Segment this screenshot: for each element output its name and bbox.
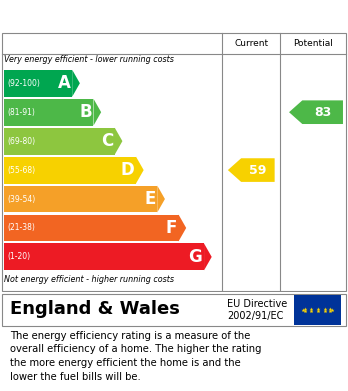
Text: (69-80): (69-80) xyxy=(8,136,36,145)
Text: The energy efficiency rating is a measure of the
overall efficiency of a home. T: The energy efficiency rating is a measur… xyxy=(10,331,262,382)
Text: 2002/91/EC: 2002/91/EC xyxy=(227,311,284,321)
Polygon shape xyxy=(179,215,186,241)
Text: 83: 83 xyxy=(314,106,331,119)
Text: (55-68): (55-68) xyxy=(8,165,36,174)
Text: D: D xyxy=(120,161,134,179)
Text: (21-38): (21-38) xyxy=(8,224,35,233)
Bar xyxy=(4,157,136,183)
Bar xyxy=(294,295,341,325)
Text: (81-91): (81-91) xyxy=(8,108,35,117)
Text: Potential: Potential xyxy=(293,39,333,48)
Bar xyxy=(4,244,204,270)
Text: C: C xyxy=(101,132,113,150)
Bar xyxy=(4,128,115,154)
Text: England & Wales: England & Wales xyxy=(10,300,180,318)
Bar xyxy=(4,215,179,241)
Text: E: E xyxy=(144,190,156,208)
Text: Very energy efficient - lower running costs: Very energy efficient - lower running co… xyxy=(4,55,174,64)
Bar xyxy=(4,186,157,212)
Text: 59: 59 xyxy=(249,163,267,177)
Text: Current: Current xyxy=(234,39,268,48)
Polygon shape xyxy=(228,158,275,182)
Text: Energy Efficiency Rating: Energy Efficiency Rating xyxy=(10,9,232,23)
Polygon shape xyxy=(136,157,144,183)
Text: B: B xyxy=(79,103,92,121)
Polygon shape xyxy=(72,70,80,97)
Bar xyxy=(4,99,94,126)
Polygon shape xyxy=(289,100,343,124)
Text: EU Directive: EU Directive xyxy=(227,299,287,309)
Text: (1-20): (1-20) xyxy=(8,253,31,262)
Polygon shape xyxy=(94,99,101,126)
Bar xyxy=(4,70,72,97)
Polygon shape xyxy=(157,186,165,212)
Text: G: G xyxy=(189,248,202,266)
Text: (39-54): (39-54) xyxy=(8,194,36,204)
Text: (92-100): (92-100) xyxy=(8,79,40,88)
Text: F: F xyxy=(165,219,177,237)
Polygon shape xyxy=(115,128,122,154)
Text: Not energy efficient - higher running costs: Not energy efficient - higher running co… xyxy=(4,276,174,285)
Polygon shape xyxy=(204,244,212,270)
Text: A: A xyxy=(58,74,71,92)
